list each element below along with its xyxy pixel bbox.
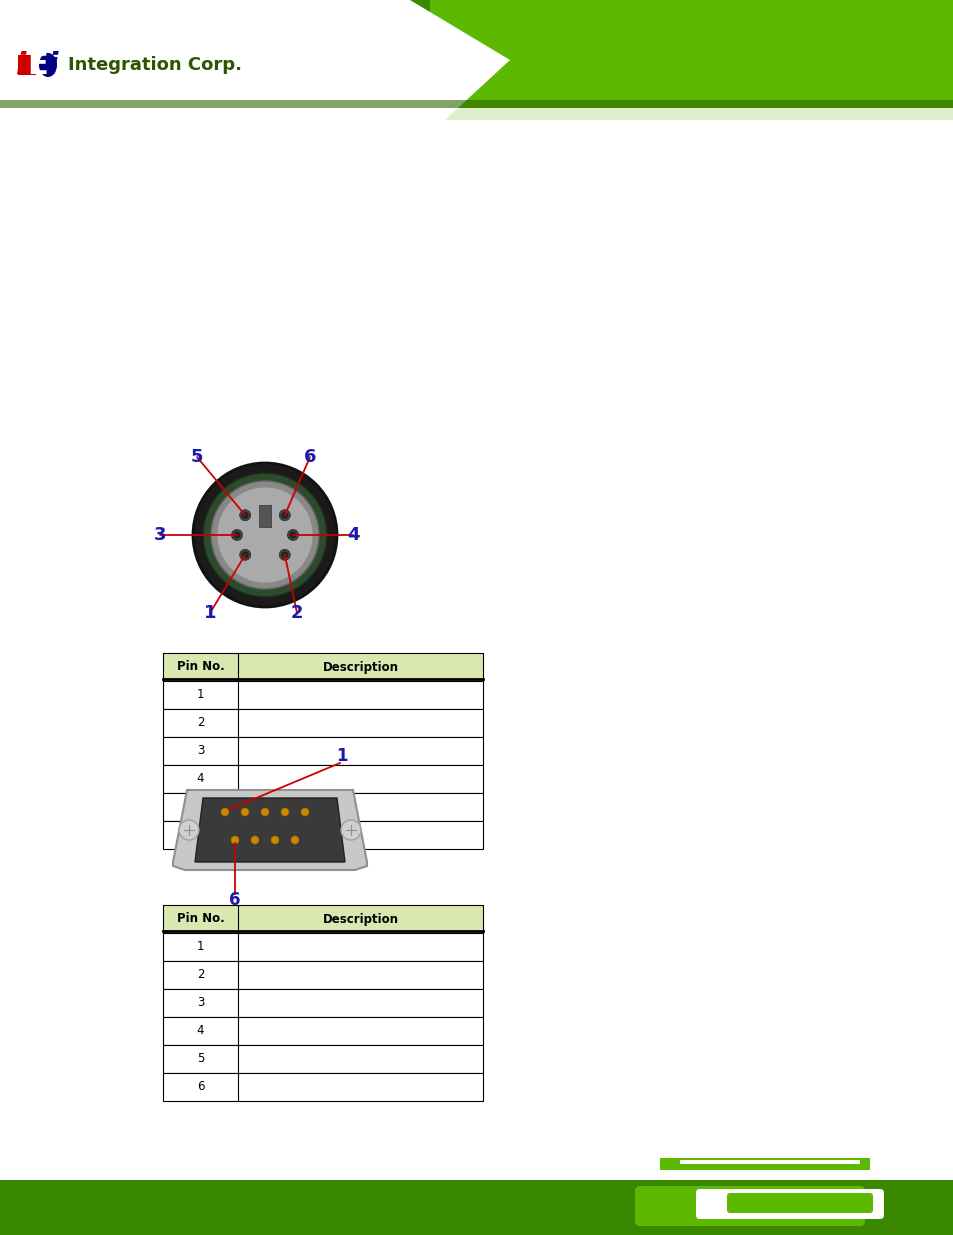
Text: 5: 5 (196, 1052, 204, 1066)
Circle shape (193, 463, 336, 606)
Bar (0, 1155, 953, 1179)
Text: 6: 6 (229, 890, 240, 909)
Bar (163, 961, 482, 989)
Text: 1: 1 (335, 747, 348, 764)
Text: Integration Corp.: Integration Corp. (68, 56, 242, 74)
Text: 1: 1 (196, 941, 204, 953)
Circle shape (287, 530, 298, 541)
FancyBboxPatch shape (696, 1189, 883, 1219)
Circle shape (233, 531, 240, 538)
FancyBboxPatch shape (726, 1193, 872, 1213)
Bar (18, 56, 36, 75)
Circle shape (241, 511, 249, 519)
Polygon shape (659, 1158, 869, 1170)
Polygon shape (172, 790, 367, 869)
Bar (163, 680, 482, 709)
Polygon shape (579, 1155, 953, 1174)
Text: 6: 6 (196, 1081, 204, 1093)
Polygon shape (679, 1160, 859, 1165)
Text: Pin No.: Pin No. (176, 913, 224, 925)
Circle shape (281, 808, 289, 816)
Text: 4: 4 (346, 526, 359, 543)
Circle shape (239, 510, 251, 521)
Bar (0, 100, 953, 107)
Text: i: i (14, 51, 25, 79)
Circle shape (216, 487, 313, 583)
Text: 5: 5 (196, 800, 204, 814)
Text: 4: 4 (196, 773, 204, 785)
Bar (163, 1073, 482, 1100)
FancyBboxPatch shape (635, 1186, 864, 1226)
Circle shape (301, 808, 309, 816)
Bar (163, 1045, 482, 1073)
Bar (163, 793, 482, 821)
Circle shape (179, 820, 199, 840)
Circle shape (340, 820, 360, 840)
Circle shape (239, 550, 251, 561)
Text: 3: 3 (153, 526, 166, 543)
Text: i: i (47, 51, 57, 79)
Bar (163, 764, 482, 793)
Polygon shape (194, 798, 345, 862)
Polygon shape (0, 0, 459, 105)
Circle shape (203, 473, 327, 597)
Bar (163, 821, 482, 848)
Circle shape (241, 551, 249, 558)
Circle shape (281, 551, 288, 558)
Text: 6: 6 (303, 448, 315, 466)
Circle shape (211, 480, 318, 589)
Text: Pin No.: Pin No. (176, 661, 224, 673)
Circle shape (281, 511, 288, 519)
Bar (163, 653, 482, 680)
Circle shape (241, 808, 249, 816)
Circle shape (271, 836, 278, 844)
Text: 6: 6 (196, 829, 204, 841)
Circle shape (221, 808, 229, 816)
Circle shape (232, 530, 242, 541)
Text: 1: 1 (204, 604, 216, 622)
Text: 3: 3 (196, 745, 204, 757)
Ellipse shape (39, 53, 57, 77)
Bar (258, 505, 271, 527)
Polygon shape (0, 0, 510, 120)
Text: 3: 3 (196, 997, 204, 1009)
Text: E: E (28, 51, 49, 79)
Bar (0, 1179, 953, 1235)
Bar (163, 1016, 482, 1045)
Circle shape (261, 808, 269, 816)
Text: 2: 2 (196, 968, 204, 982)
Circle shape (279, 550, 290, 561)
Circle shape (291, 836, 298, 844)
Circle shape (289, 531, 296, 538)
Bar (0, 0, 953, 120)
Bar (430, 0, 953, 120)
Bar (163, 905, 482, 932)
Bar (163, 989, 482, 1016)
Text: Description: Description (322, 913, 398, 925)
Text: 1: 1 (196, 688, 204, 701)
Text: 5: 5 (191, 448, 203, 466)
Bar (163, 932, 482, 961)
Circle shape (279, 510, 290, 521)
Bar (163, 709, 482, 737)
Circle shape (251, 836, 258, 844)
Text: 2: 2 (196, 716, 204, 730)
Bar (163, 737, 482, 764)
Text: 4: 4 (196, 1025, 204, 1037)
Circle shape (231, 836, 239, 844)
Bar (0, 107, 953, 120)
Text: Description: Description (322, 661, 398, 673)
Text: 2: 2 (291, 604, 303, 622)
